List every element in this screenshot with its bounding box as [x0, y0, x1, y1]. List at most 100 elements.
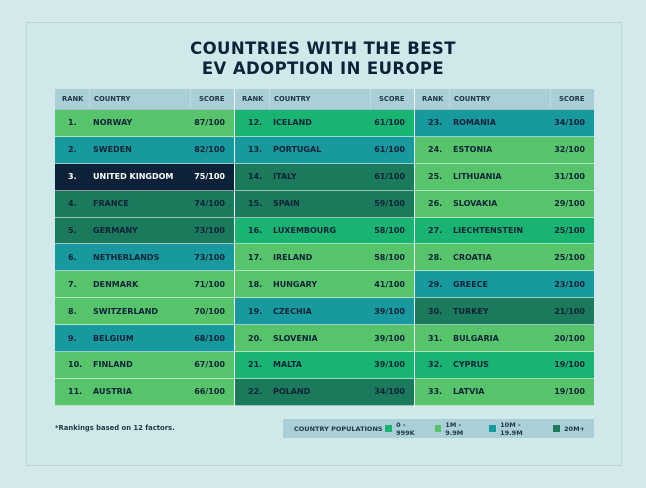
table-row: 33. LATVIA 19/100 [415, 378, 594, 406]
legend-item: 20M+ [553, 425, 585, 433]
table-row: 5. GERMANY 73/100 [55, 217, 234, 245]
table-row: 22. POLAND 34/100 [235, 378, 414, 406]
table-row: 6. NETHERLANDS 73/100 [55, 244, 234, 272]
score-cell: 31/100 [554, 172, 585, 182]
header-score: SCORE [190, 89, 234, 109]
country-cell: BULGARIA [453, 333, 499, 343]
table-row: 20. SLOVENIA 39/100 [235, 325, 414, 353]
table-column-2: RANK COUNTRY SCORE 12. ICELAND 61/100 13. PO… [234, 89, 414, 407]
table-row: 24. ESTONIA 32/100 [415, 136, 594, 164]
rank-cell: 9. [68, 333, 77, 343]
header-score: SCORE [550, 89, 594, 109]
table-row: 32. CYPRUS 19/100 [415, 352, 594, 379]
rank-cell: 10. [68, 360, 83, 370]
table-row: 29. GREECE 23/100 [415, 271, 594, 299]
country-cell: CROATIA [453, 252, 492, 262]
country-cell: SWEDEN [93, 145, 132, 155]
country-cell: FRANCE [93, 199, 129, 209]
rank-cell: 25. [428, 172, 443, 182]
rank-cell: 5. [68, 226, 77, 235]
country-cell: HUNGARY [273, 279, 318, 289]
header-country: COUNTRY [269, 89, 370, 109]
header-score: SCORE [370, 89, 414, 109]
score-cell: 41/100 [374, 279, 405, 289]
score-cell: 58/100 [374, 252, 405, 262]
rank-cell: 6. [68, 252, 77, 262]
country-cell: ICELAND [273, 118, 312, 128]
legend-item: 1M - 9.9M [434, 420, 481, 437]
country-cell: LIECHTENSTEIN [453, 226, 524, 235]
title-line-1: COUNTRIES WITH THE BEST [190, 39, 456, 58]
population-legend: COUNTRY POPULATIONS 0 - 999K 1M - 9.9M 1… [283, 419, 594, 438]
table-row: 18. HUNGARY 41/100 [235, 271, 414, 299]
rank-cell: 21. [248, 360, 263, 370]
table-row: 21. MALTA 39/100 [235, 352, 414, 379]
country-cell: LITHUANIA [453, 172, 502, 182]
header-rank: RANK [242, 95, 264, 103]
legend-label: 10M - 19.9M [500, 420, 523, 437]
score-cell: 39/100 [374, 306, 405, 316]
rank-cell: 23. [428, 118, 443, 128]
score-cell: 68/100 [194, 333, 225, 343]
score-cell: 67/100 [194, 360, 225, 370]
legend-label: 20M+ [564, 424, 585, 433]
table-row: 3. UNITED KINGDOM 75/100 [55, 163, 234, 191]
rank-cell: 33. [428, 387, 443, 397]
country-cell: UNITED KINGDOM [93, 172, 174, 182]
table-column-1: RANK COUNTRY SCORE 1. NORWAY 87/100 2. SWEDE… [55, 89, 234, 407]
score-cell: 58/100 [374, 226, 405, 235]
table-row: 17. IRELAND 58/100 [235, 244, 414, 272]
score-cell: 61/100 [374, 145, 405, 155]
score-cell: 73/100 [194, 252, 225, 262]
rank-cell: 4. [68, 199, 77, 209]
score-cell: 25/100 [554, 226, 585, 235]
rank-cell: 13. [248, 145, 263, 155]
score-cell: 29/100 [554, 199, 585, 209]
score-cell: 19/100 [554, 387, 585, 397]
rank-cell: 16. [248, 226, 263, 235]
score-cell: 73/100 [194, 226, 225, 235]
score-cell: 32/100 [554, 145, 585, 155]
table-row: 4. FRANCE 74/100 [55, 190, 234, 218]
rank-cell: 26. [428, 199, 443, 209]
legend-swatch [489, 425, 497, 432]
country-cell: MALTA [273, 360, 302, 370]
country-cell: AUSTRIA [93, 387, 132, 397]
rank-cell: 1. [68, 118, 77, 128]
table-row: 28. CROATIA 25/100 [415, 244, 594, 272]
country-cell: FINLAND [93, 360, 133, 370]
table-row: 11. AUSTRIA 66/100 [55, 378, 234, 406]
score-cell: 34/100 [554, 118, 585, 128]
score-cell: 75/100 [194, 172, 225, 182]
score-cell: 21/100 [554, 306, 585, 316]
country-cell: CYPRUS [453, 360, 489, 370]
country-cell: ROMANIA [453, 118, 496, 128]
score-cell: 39/100 [374, 333, 405, 343]
table-row: 12. ICELAND 61/100 [235, 110, 414, 137]
rank-cell: 14. [248, 172, 263, 182]
table-row: 1. NORWAY 87/100 [55, 110, 234, 137]
rank-cell: 20. [248, 333, 263, 343]
rank-cell: 8. [68, 306, 77, 316]
legend-label: 0 - 999K [396, 420, 415, 437]
table-row: 31. BULGARIA 20/100 [415, 325, 594, 353]
score-cell: 66/100 [194, 387, 225, 397]
rank-cell: 7. [68, 279, 77, 289]
score-cell: 19/100 [554, 360, 585, 370]
table-row: 19. CZECHIA 39/100 [235, 298, 414, 326]
country-cell: DENMARK [93, 279, 139, 289]
score-cell: 82/100 [194, 145, 225, 155]
table-row: 30. TURKEY 21/100 [415, 298, 594, 326]
legend-item: 0 - 999K [385, 421, 425, 437]
table-row: 13. PORTUGAL 61/100 [235, 136, 414, 164]
rank-cell: 22. [248, 387, 263, 397]
score-cell: 59/100 [374, 199, 405, 209]
legend-label: 1M - 9.9M [445, 420, 464, 437]
rank-cell: 27. [428, 226, 443, 235]
title-line-2: EV ADOPTION IN EUROPE [201, 59, 445, 78]
table-row: 15. SPAIN 59/100 [235, 190, 414, 218]
footnote: *Rankings based on 12 factors. [55, 424, 175, 432]
rankings-table: RANK COUNTRY SCORE 1. NORWAY 87/100 2. SWEDE… [55, 89, 594, 407]
country-cell: BELGIUM [93, 333, 134, 343]
table-header: RANK COUNTRY SCORE [235, 89, 414, 110]
